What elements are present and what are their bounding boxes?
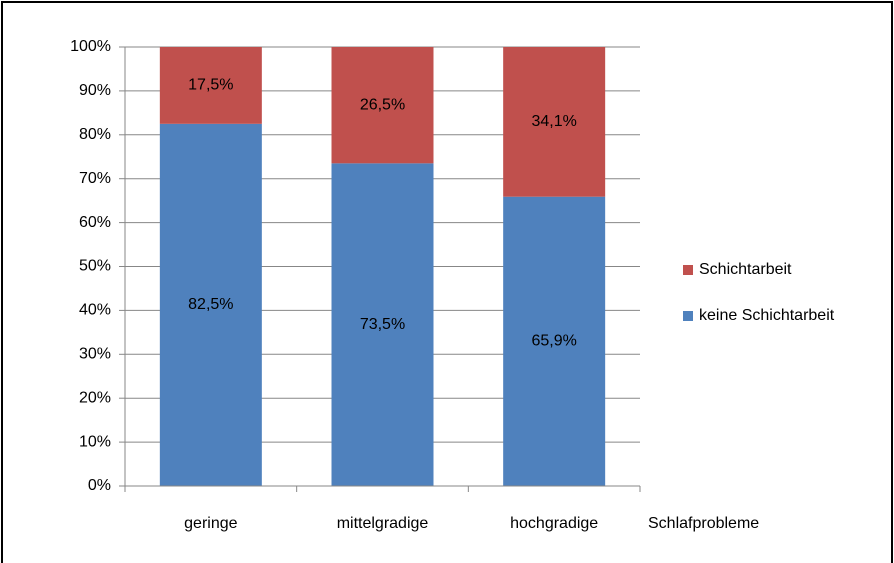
y-tick-label: 80%	[79, 126, 111, 143]
y-tick-label: 90%	[79, 82, 111, 99]
x-tick-label: mittelgradige	[337, 515, 429, 532]
bar-segment	[331, 163, 434, 486]
y-tick-label: 70%	[79, 170, 111, 187]
y-tick-label: 30%	[79, 346, 111, 363]
bar-segment	[159, 123, 262, 486]
y-tick-label: 20%	[79, 389, 111, 406]
y-tick-label: 0%	[88, 477, 111, 494]
x-axis-label: Schlafprobleme	[648, 515, 759, 532]
data-label: 82,5%	[188, 296, 233, 313]
y-tick-label: 40%	[79, 302, 111, 319]
bar-segment	[159, 47, 262, 124]
legend-swatch	[683, 311, 693, 321]
data-label: 73,5%	[360, 316, 405, 333]
data-label: 17,5%	[188, 77, 233, 94]
x-tick-label: hochgradige	[510, 515, 598, 532]
data-label: 26,5%	[360, 96, 405, 113]
bar-segment	[503, 47, 606, 197]
y-tick-label: 50%	[79, 258, 111, 275]
y-tick-label: 10%	[79, 433, 111, 450]
y-tick-label: 100%	[70, 38, 111, 55]
legend-swatch	[683, 265, 693, 275]
legend-label: Schichtarbeit	[699, 261, 792, 278]
bar-segment	[503, 196, 606, 486]
data-label: 65,9%	[531, 333, 576, 350]
legend-label: keine Schichtarbeit	[699, 307, 835, 324]
data-label: 34,1%	[531, 113, 576, 130]
x-tick-label: geringe	[184, 515, 237, 532]
y-tick-label: 60%	[79, 214, 111, 231]
bar-segment	[331, 47, 434, 164]
